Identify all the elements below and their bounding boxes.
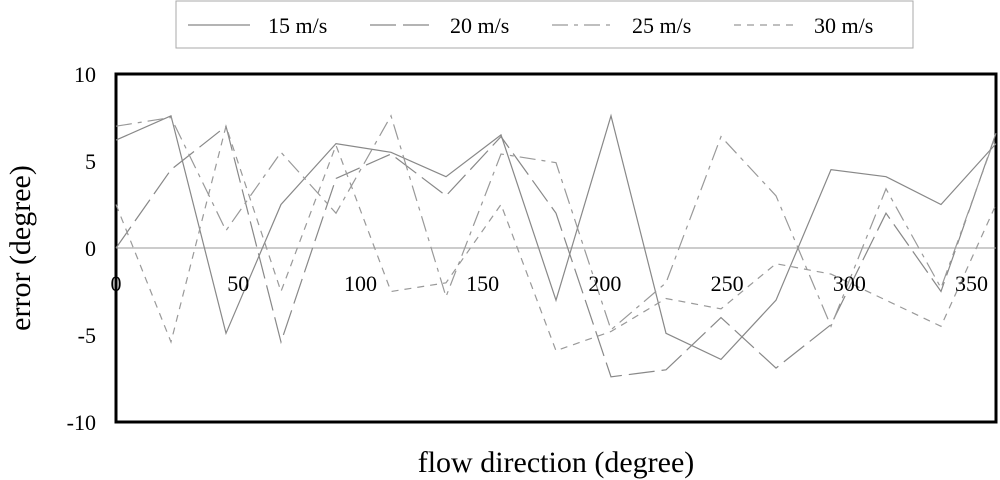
y-tick-label: 0 xyxy=(85,236,96,261)
y-tick-label: -5 xyxy=(78,323,96,348)
x-tick-label: 100 xyxy=(344,271,377,296)
legend: 15 m/s 20 m/s 25 m/s 30 m/s xyxy=(188,13,873,38)
x-tick-label: 300 xyxy=(833,271,866,296)
y-tick-label: 10 xyxy=(74,62,96,87)
series-line-2 xyxy=(115,125,997,378)
series-line-4 xyxy=(115,124,997,352)
y-axis-title: error (degree) xyxy=(4,165,37,331)
legend-label-1: 15 m/s xyxy=(268,13,327,38)
legend-label-3: 25 m/s xyxy=(632,13,691,38)
legend-label-4: 30 m/s xyxy=(814,13,873,38)
legend-label-2: 20 m/s xyxy=(450,13,509,38)
x-tick-label: 250 xyxy=(711,271,744,296)
x-tick-label: 200 xyxy=(588,271,621,296)
series-line-3 xyxy=(115,114,997,331)
x-tick-label: 350 xyxy=(955,271,988,296)
x-axis-title: flow direction (degree) xyxy=(418,446,695,479)
x-tick-label: 150 xyxy=(466,271,499,296)
y-tick-label: -10 xyxy=(67,410,96,435)
series-layer xyxy=(115,113,997,378)
series-line-1 xyxy=(115,113,997,361)
x-tick-label: 0 xyxy=(111,271,122,296)
x-tick-label: 50 xyxy=(227,271,249,296)
y-tick-label: 5 xyxy=(85,149,96,174)
x-axis-ticks: 0 50 100 150 200 250 300 350 xyxy=(111,271,989,296)
y-axis-ticks: 10 5 0 -5 -10 xyxy=(67,62,96,435)
